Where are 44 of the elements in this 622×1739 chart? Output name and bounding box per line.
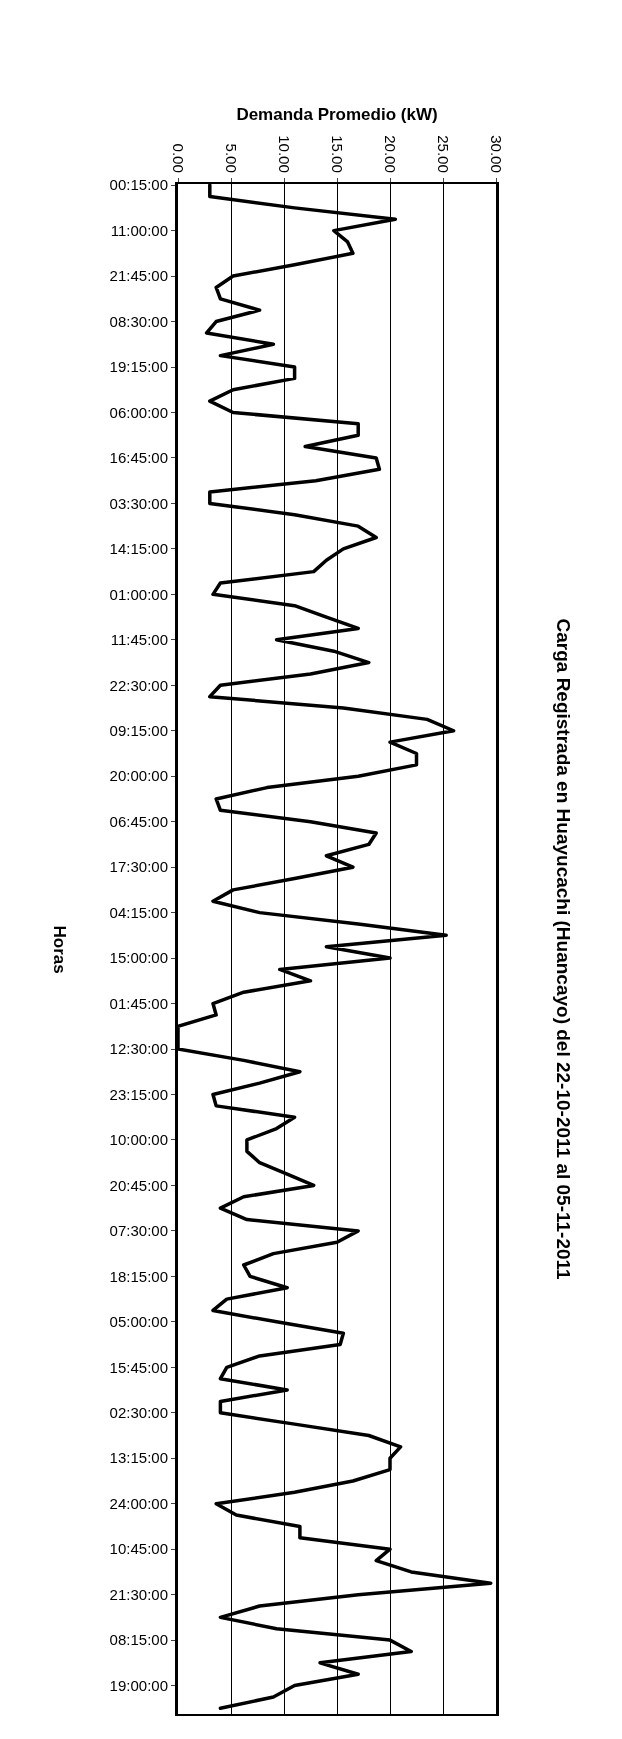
y-tick-label: 02:30:00 <box>109 1404 168 1422</box>
x-tick-label: 15.00 <box>329 135 347 173</box>
y-tick-label: 08:15:00 <box>109 1631 168 1649</box>
y-tick-label: 24:00:00 <box>109 1494 168 1512</box>
y-tick-label: 23:15:00 <box>109 1085 168 1103</box>
y-tick-label: 20:45:00 <box>109 1176 168 1194</box>
y-tick-label: 08:30:00 <box>109 312 168 330</box>
y-tick-label: 15:00:00 <box>109 949 168 967</box>
x-axis-title: Demanda Promedio (kW) <box>236 105 438 125</box>
x-tick-label: 30.00 <box>488 135 506 173</box>
y-tick-label: 07:30:00 <box>109 1222 168 1240</box>
y-axis-title: Horas <box>49 925 69 974</box>
y-tick-label: 16:45:00 <box>109 449 168 467</box>
y-tick-label: 11:45:00 <box>110 631 168 649</box>
y-tick-label: 13:15:00 <box>109 1449 168 1467</box>
y-tick-label: 03:30:00 <box>109 494 168 512</box>
y-tick-label: 09:15:00 <box>109 722 168 739</box>
y-tick-label: 17:30:00 <box>109 858 168 876</box>
y-tick-label: 11:00:00 <box>110 221 168 239</box>
y-tick-label: 19:15:00 <box>109 358 168 376</box>
y-tick-label: 21:30:00 <box>109 1585 168 1603</box>
text: Carga Registrada en Huayucachi (Huancayo) del 22-10-2011 al 05-11-2011 <box>552 618 574 1281</box>
x-tick-label: 5.00 <box>223 143 241 173</box>
y-tick-label: 10:00:00 <box>109 1131 168 1149</box>
y-tick-label: 06:45:00 <box>109 812 168 830</box>
y-tick-label: 00:15:00 <box>109 176 168 194</box>
y-tick-label: 05:00:00 <box>109 1313 168 1331</box>
y-tick-label: 06:00:00 <box>109 403 168 421</box>
y-tick-label: 01:00:00 <box>109 585 168 603</box>
y-tick-label: 14:15:00 <box>109 540 168 558</box>
y-tick-label: 10:45:00 <box>109 1540 168 1558</box>
y-tick-label: 12:30:00 <box>109 1040 168 1058</box>
x-tick-label: 0.00 <box>170 143 188 173</box>
y-tick-label: 15:45:00 <box>109 1358 168 1376</box>
x-tick-label: 25.00 <box>435 135 453 173</box>
y-tick-label: 01:45:00 <box>109 994 168 1012</box>
y-tick-label: 21:45:00 <box>109 267 168 285</box>
y-tick-label: 20:00:00 <box>109 767 168 785</box>
y-tick-label: 22:30:00 <box>109 676 168 694</box>
y-tick-label: 19:00:00 <box>109 1676 168 1694</box>
y-tick-label: 04:15:00 <box>109 903 168 921</box>
y-tick-label: 18:15:00 <box>109 1267 168 1285</box>
x-tick-label: 10.00 <box>276 135 294 173</box>
x-tick-label: 20.00 <box>382 135 400 173</box>
